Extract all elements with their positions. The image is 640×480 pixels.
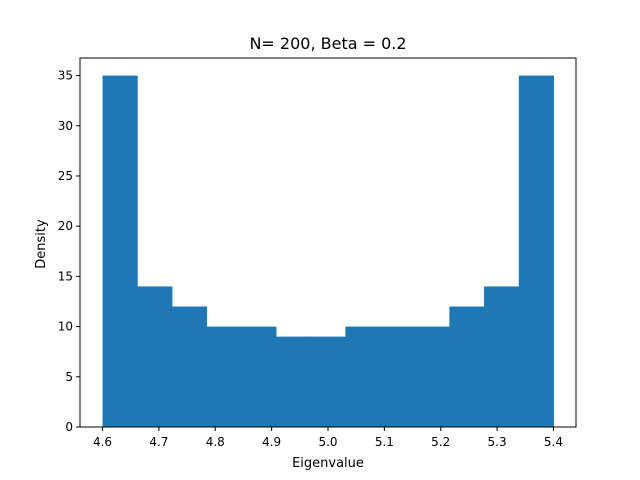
histogram-bar bbox=[137, 286, 173, 427]
histogram-bar bbox=[206, 326, 242, 427]
histogram-bar bbox=[518, 75, 554, 428]
x-axis-label: Eigenvalue bbox=[292, 456, 364, 471]
y-tick-label: 30 bbox=[58, 119, 73, 133]
axes-group: 4.6 4.7 4.8 4.9 5.0 5.1 5.2 5.3 5.4 0 5 10 15 20 25 30 3… bbox=[58, 57, 577, 449]
histogram-bar bbox=[380, 326, 416, 427]
y-tick-label: 15 bbox=[58, 269, 73, 283]
x-tick-label: 5.4 bbox=[544, 435, 563, 449]
x-tick-label: 5.3 bbox=[488, 435, 507, 449]
x-tick-label: 4.8 bbox=[206, 435, 225, 449]
x-tick-label: 5.2 bbox=[431, 435, 450, 449]
x-tick-label: 4.6 bbox=[93, 435, 112, 449]
y-tick-label: 0 bbox=[65, 420, 73, 434]
x-tick-label: 5.0 bbox=[318, 435, 337, 449]
y-tick-label: 35 bbox=[58, 69, 73, 83]
y-axis-label: Density bbox=[34, 219, 49, 269]
x-tick-label: 5.1 bbox=[375, 435, 394, 449]
y-tick-label: 5 bbox=[65, 370, 73, 384]
histogram-bar bbox=[310, 336, 346, 427]
y-tick-label: 10 bbox=[58, 320, 73, 334]
histogram-bar bbox=[102, 75, 138, 428]
histogram-bar bbox=[241, 326, 277, 427]
x-tick-label: 4.7 bbox=[149, 435, 168, 449]
chart-title: N= 200, Beta = 0.2 bbox=[249, 34, 406, 53]
histogram-bar bbox=[345, 326, 381, 427]
x-tick-label: 4.9 bbox=[262, 435, 281, 449]
histogram-bar bbox=[171, 306, 208, 427]
histogram-bar bbox=[449, 306, 485, 427]
histogram-bar bbox=[414, 326, 450, 427]
histogram-bar bbox=[484, 286, 520, 427]
histogram-bar bbox=[275, 336, 312, 427]
y-tick-label: 20 bbox=[58, 219, 73, 233]
y-tick-label: 25 bbox=[58, 169, 73, 183]
bars-group bbox=[102, 75, 554, 428]
